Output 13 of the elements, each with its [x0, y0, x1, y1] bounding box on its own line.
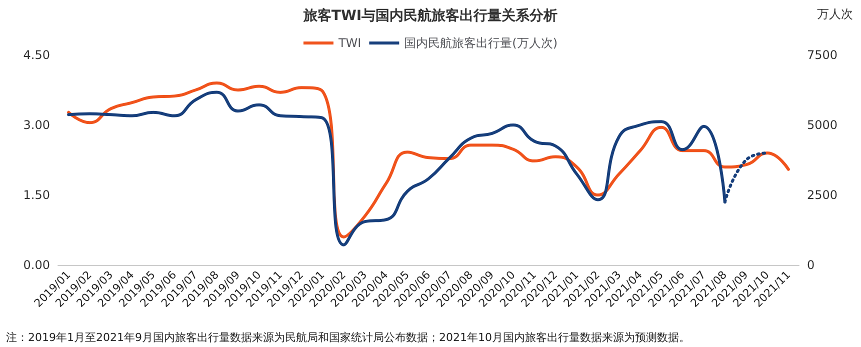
legend-label: TWI	[337, 36, 362, 50]
y-tick-label: 3.00	[23, 118, 50, 132]
chart-title: 旅客TWI与国内民航旅客出行量关系分析	[302, 7, 558, 24]
text: 注：2019年1月至2021年9月国内旅客出行量数据来源为民航局和国家统计局公布数据；2021年10月国内旅客出行量数据来源为预测数据。	[6, 331, 690, 344]
y2-tick-label: 2500	[807, 188, 838, 202]
y2-tick-label: 7500	[807, 48, 838, 62]
y2-axis-title: 万人次	[817, 7, 853, 21]
y-tick-label: 0.00	[23, 258, 50, 272]
y2-tick-label: 0	[807, 258, 815, 272]
legend-label: 国内民航旅客出行量(万人次)	[404, 36, 558, 50]
y-tick-label: 4.50	[23, 48, 50, 62]
y-tick-label: 1.50	[23, 188, 50, 202]
y2-tick-label: 5000	[807, 118, 838, 132]
